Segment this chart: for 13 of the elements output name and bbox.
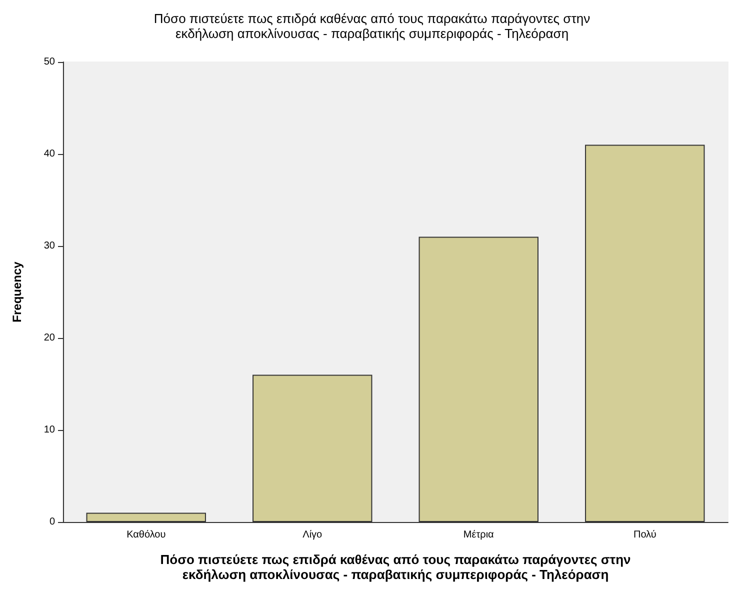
y-tick-label: 30: [44, 240, 56, 252]
y-tick-label: 20: [44, 332, 56, 344]
x-axis-title: Πόσο πιστεύετε πως επιδρά καθένας από τους παρακάτω παράγοντες στην εκδήλωση αποκλίνουσας - παραβατικής συμπεριφοράς - Τηλεόραση: [160, 552, 631, 582]
x-tick-label: Πολύ: [633, 530, 656, 540]
y-tick-label: 40: [44, 148, 56, 160]
x-tick-label: Λίγο: [302, 530, 323, 540]
x-tick-label: Μέτρια: [463, 530, 494, 540]
x-tick-label: Καθόλου: [126, 530, 166, 540]
y-tick-label: 0: [49, 516, 56, 528]
y-tick-label: 10: [44, 424, 56, 436]
y-tick-label: 50: [44, 56, 56, 68]
chart-title: Πόσο πιστεύετε πως επιδρά καθένας από τους παρακάτω παράγοντες στην εκδήλωση αποκλίνουσας - παραβατικής συμπεριφοράς - Τηλεόραση: [154, 11, 590, 41]
y-axis-title: Frequency: [10, 261, 24, 322]
